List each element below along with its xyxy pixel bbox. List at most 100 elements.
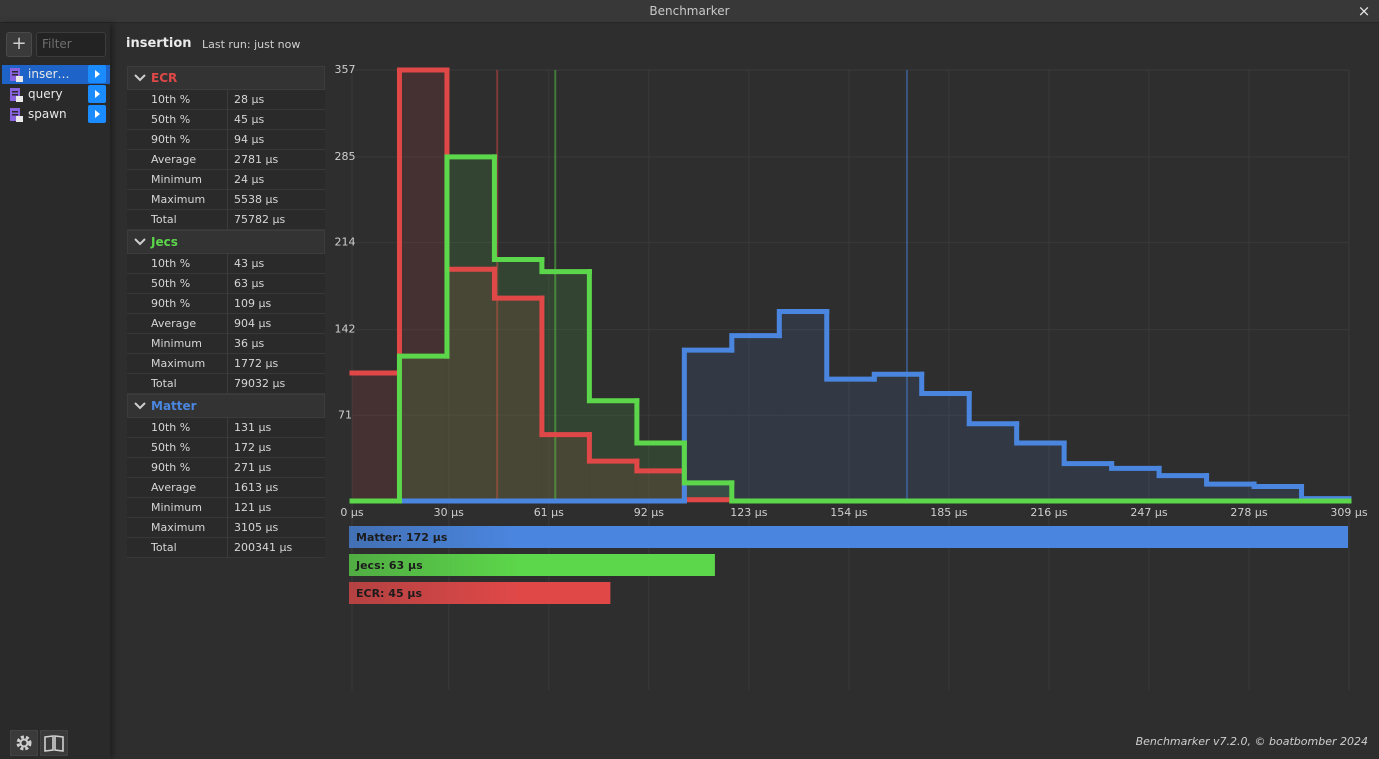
- histogram-bar: [874, 374, 922, 501]
- stat-row: 50th % 63 µs: [127, 274, 325, 294]
- stat-row: Average 2781 µs: [127, 150, 325, 170]
- run-button[interactable]: [88, 105, 106, 123]
- stat-row: Total 79032 µs: [127, 374, 325, 394]
- group-header[interactable]: Jecs: [127, 230, 325, 254]
- histogram-bar: [494, 298, 542, 501]
- stat-label: 10th %: [151, 257, 191, 270]
- filter-input[interactable]: Filter: [36, 32, 106, 57]
- column-separator: [227, 518, 228, 538]
- histogram-bar: [1016, 443, 1065, 501]
- stat-label: Maximum: [151, 521, 206, 534]
- stat-label: 50th %: [151, 441, 191, 454]
- docs-button[interactable]: [40, 730, 68, 756]
- stat-label: 10th %: [151, 93, 191, 106]
- stat-value: 5538 µs: [234, 193, 279, 206]
- stat-row: 10th % 131 µs: [127, 418, 325, 438]
- histogram-step: [1299, 484, 1352, 502]
- histogram-bar: [636, 470, 685, 501]
- x-tick-label: 216 µs: [1030, 506, 1067, 519]
- stat-row: 90th % 271 µs: [127, 458, 325, 478]
- stat-value: 94 µs: [234, 133, 265, 146]
- stat-value: 904 µs: [234, 317, 272, 330]
- stat-row: 50th % 45 µs: [127, 110, 325, 130]
- column-separator: [227, 374, 228, 394]
- column-separator: [227, 110, 228, 130]
- stat-row: Minimum 121 µs: [127, 498, 325, 518]
- stat-row: Average 904 µs: [127, 314, 325, 334]
- column-separator: [227, 438, 228, 458]
- stat-label: Minimum: [151, 337, 202, 350]
- stat-value: 63 µs: [234, 277, 265, 290]
- histogram-bar: [826, 379, 875, 501]
- histogram-bar: [352, 373, 400, 501]
- run-button[interactable]: [88, 85, 106, 103]
- x-tick-label: 247 µs: [1130, 506, 1167, 519]
- stat-label: Average: [151, 153, 197, 166]
- histogram-step: [919, 371, 972, 397]
- item-icon: [10, 108, 23, 122]
- x-tick-label: 30 µs: [434, 506, 464, 519]
- run-button[interactable]: [88, 65, 106, 83]
- stat-label: Minimum: [151, 173, 202, 186]
- y-tick-label: 357: [335, 63, 356, 76]
- stat-value: 36 µs: [234, 337, 265, 350]
- add-button[interactable]: +: [6, 32, 32, 57]
- settings-button[interactable]: [10, 730, 38, 756]
- x-tick-label: 185 µs: [930, 506, 967, 519]
- median-bar: [349, 554, 715, 576]
- histogram-bar: [684, 350, 732, 501]
- stat-value: 28 µs: [234, 93, 265, 106]
- stat-label: Maximum: [151, 193, 206, 206]
- stat-value: 1772 µs: [234, 357, 279, 370]
- stat-value: 271 µs: [234, 461, 272, 474]
- histogram-step: [586, 269, 640, 404]
- stat-label: Average: [151, 481, 197, 494]
- benchmark-item[interactable]: query: [2, 85, 110, 104]
- histogram-step: [681, 440, 735, 486]
- x-tick-label: 0 µs: [340, 506, 363, 519]
- item-icon: [10, 88, 23, 102]
- histogram-bar: [589, 461, 637, 501]
- stat-value: 200341 µs: [234, 541, 293, 554]
- group-name: Matter: [151, 399, 197, 413]
- group-name: ECR: [151, 71, 178, 85]
- chevron: [134, 74, 146, 82]
- close-button[interactable]: ×: [1357, 2, 1371, 20]
- group-header[interactable]: Matter: [127, 394, 325, 418]
- median-bar: [349, 526, 1348, 548]
- histogram-bar: [1254, 486, 1302, 501]
- column-separator: [227, 538, 228, 558]
- footer: Benchmarker v7.2.0, © boatbomber 2024: [1135, 735, 1368, 748]
- histogram-step: [776, 308, 830, 339]
- histogram-step: [871, 371, 925, 382]
- stat-value: 172 µs: [234, 441, 272, 454]
- histogram-step: [966, 391, 1020, 427]
- histogram-bar: [969, 423, 1017, 501]
- x-tick-label: 154 µs: [830, 506, 867, 519]
- benchmark-item[interactable]: spawn: [2, 105, 110, 124]
- histogram-bar: [399, 70, 447, 501]
- stat-label: 90th %: [151, 133, 191, 146]
- stat-label: Total: [151, 541, 177, 554]
- column-separator: [227, 170, 228, 190]
- stat-row: Minimum 36 µs: [127, 334, 325, 354]
- chevron: [134, 238, 146, 246]
- histogram-bar: [446, 156, 495, 501]
- group-header[interactable]: ECR: [127, 66, 325, 90]
- stat-value: 131 µs: [234, 421, 272, 434]
- histogram-step: [1156, 465, 1210, 479]
- stat-row: 10th % 28 µs: [127, 90, 325, 110]
- y-tick-label: 285: [335, 150, 356, 163]
- column-separator: [227, 254, 228, 274]
- histogram-step: [1251, 481, 1305, 490]
- stat-value: 45 µs: [234, 113, 265, 126]
- stat-label: Minimum: [151, 501, 202, 514]
- sidebar: [0, 23, 110, 759]
- stat-label: Total: [151, 213, 177, 226]
- benchmark-item[interactable]: inser…: [2, 65, 110, 84]
- histogram-bar: [1206, 484, 1255, 501]
- column-separator: [227, 334, 228, 354]
- stat-value: 2781 µs: [234, 153, 279, 166]
- histogram-step: [729, 333, 782, 353]
- stat-label: 50th %: [151, 277, 191, 290]
